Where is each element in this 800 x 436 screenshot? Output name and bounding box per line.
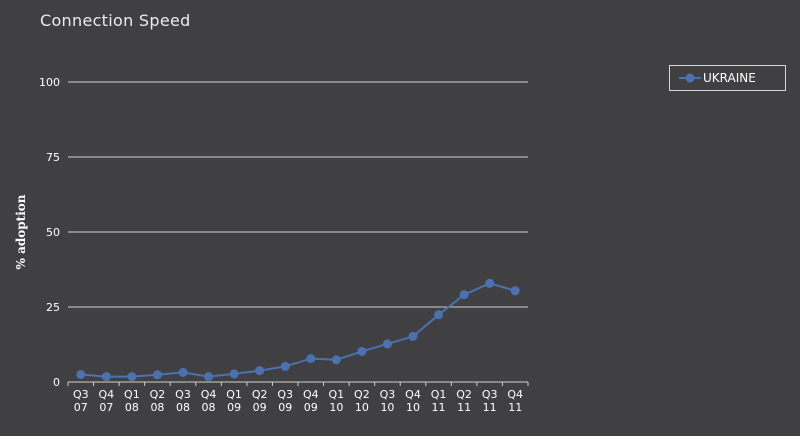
x-tick-label: Q3 08 xyxy=(175,388,191,414)
x-tick-label: Q4 09 xyxy=(303,388,319,414)
y-tick-label: 25 xyxy=(46,301,60,314)
data-point xyxy=(306,354,316,364)
y-tick-label: 50 xyxy=(46,226,60,239)
x-tick-label: Q4 08 xyxy=(201,388,217,414)
x-tick-label: Q3 09 xyxy=(277,388,293,414)
data-point xyxy=(408,331,418,341)
y-axis-label: % adoption xyxy=(14,194,28,269)
data-point xyxy=(459,290,469,300)
data-point xyxy=(152,370,162,380)
data-point xyxy=(510,286,520,296)
chart-title: Connection Speed xyxy=(40,11,191,30)
x-tick-label: Q2 10 xyxy=(354,388,370,414)
y-axis-ticks: 0 25 50 75 100 xyxy=(39,76,60,389)
data-point xyxy=(204,372,214,382)
x-tick-label: Q1 08 xyxy=(124,388,140,414)
y-tick-label: 0 xyxy=(53,376,60,389)
data-point xyxy=(229,369,239,379)
data-point xyxy=(280,361,290,371)
legend-swatch-ukraine xyxy=(679,73,701,83)
series-ukraine xyxy=(76,278,520,382)
legend-label-ukraine: UKRAINE xyxy=(703,71,756,85)
data-point xyxy=(485,278,495,288)
x-tick-label: Q3 11 xyxy=(482,388,498,414)
y-tick-label: 100 xyxy=(39,76,60,89)
x-tick-label: Q4 11 xyxy=(507,388,523,414)
legend: UKRAINE xyxy=(669,65,786,91)
x-tick-label: Q2 08 xyxy=(150,388,166,414)
data-point xyxy=(434,310,444,320)
data-point xyxy=(101,372,111,382)
x-tick-label: Q1 09 xyxy=(226,388,242,414)
data-point xyxy=(357,346,367,356)
x-tick-label: Q2 09 xyxy=(252,388,268,414)
x-tick-label: Q2 11 xyxy=(456,388,472,414)
data-point xyxy=(127,372,137,382)
data-point xyxy=(178,367,188,377)
data-point xyxy=(382,339,392,349)
x-tick-label: Q1 11 xyxy=(431,388,447,414)
series-line xyxy=(80,282,516,378)
data-point xyxy=(331,355,341,365)
x-tick-label: Q1 10 xyxy=(328,388,344,414)
x-tick-label: Q4 07 xyxy=(98,388,114,414)
x-tick-label: Q4 10 xyxy=(405,388,421,414)
y-tick-label: 75 xyxy=(46,151,60,164)
gridlines xyxy=(68,81,528,308)
x-axis: Q3 07 Q4 07 Q1 08 Q2 08 Q3 08 Q4 08 Q1 09 Q2 09 Q3 09 Q4 09… xyxy=(67,381,529,414)
data-point xyxy=(76,370,86,379)
data-point xyxy=(255,366,265,376)
x-tick-label: Q3 07 xyxy=(73,388,89,414)
x-tick-label: Q3 10 xyxy=(380,388,396,414)
